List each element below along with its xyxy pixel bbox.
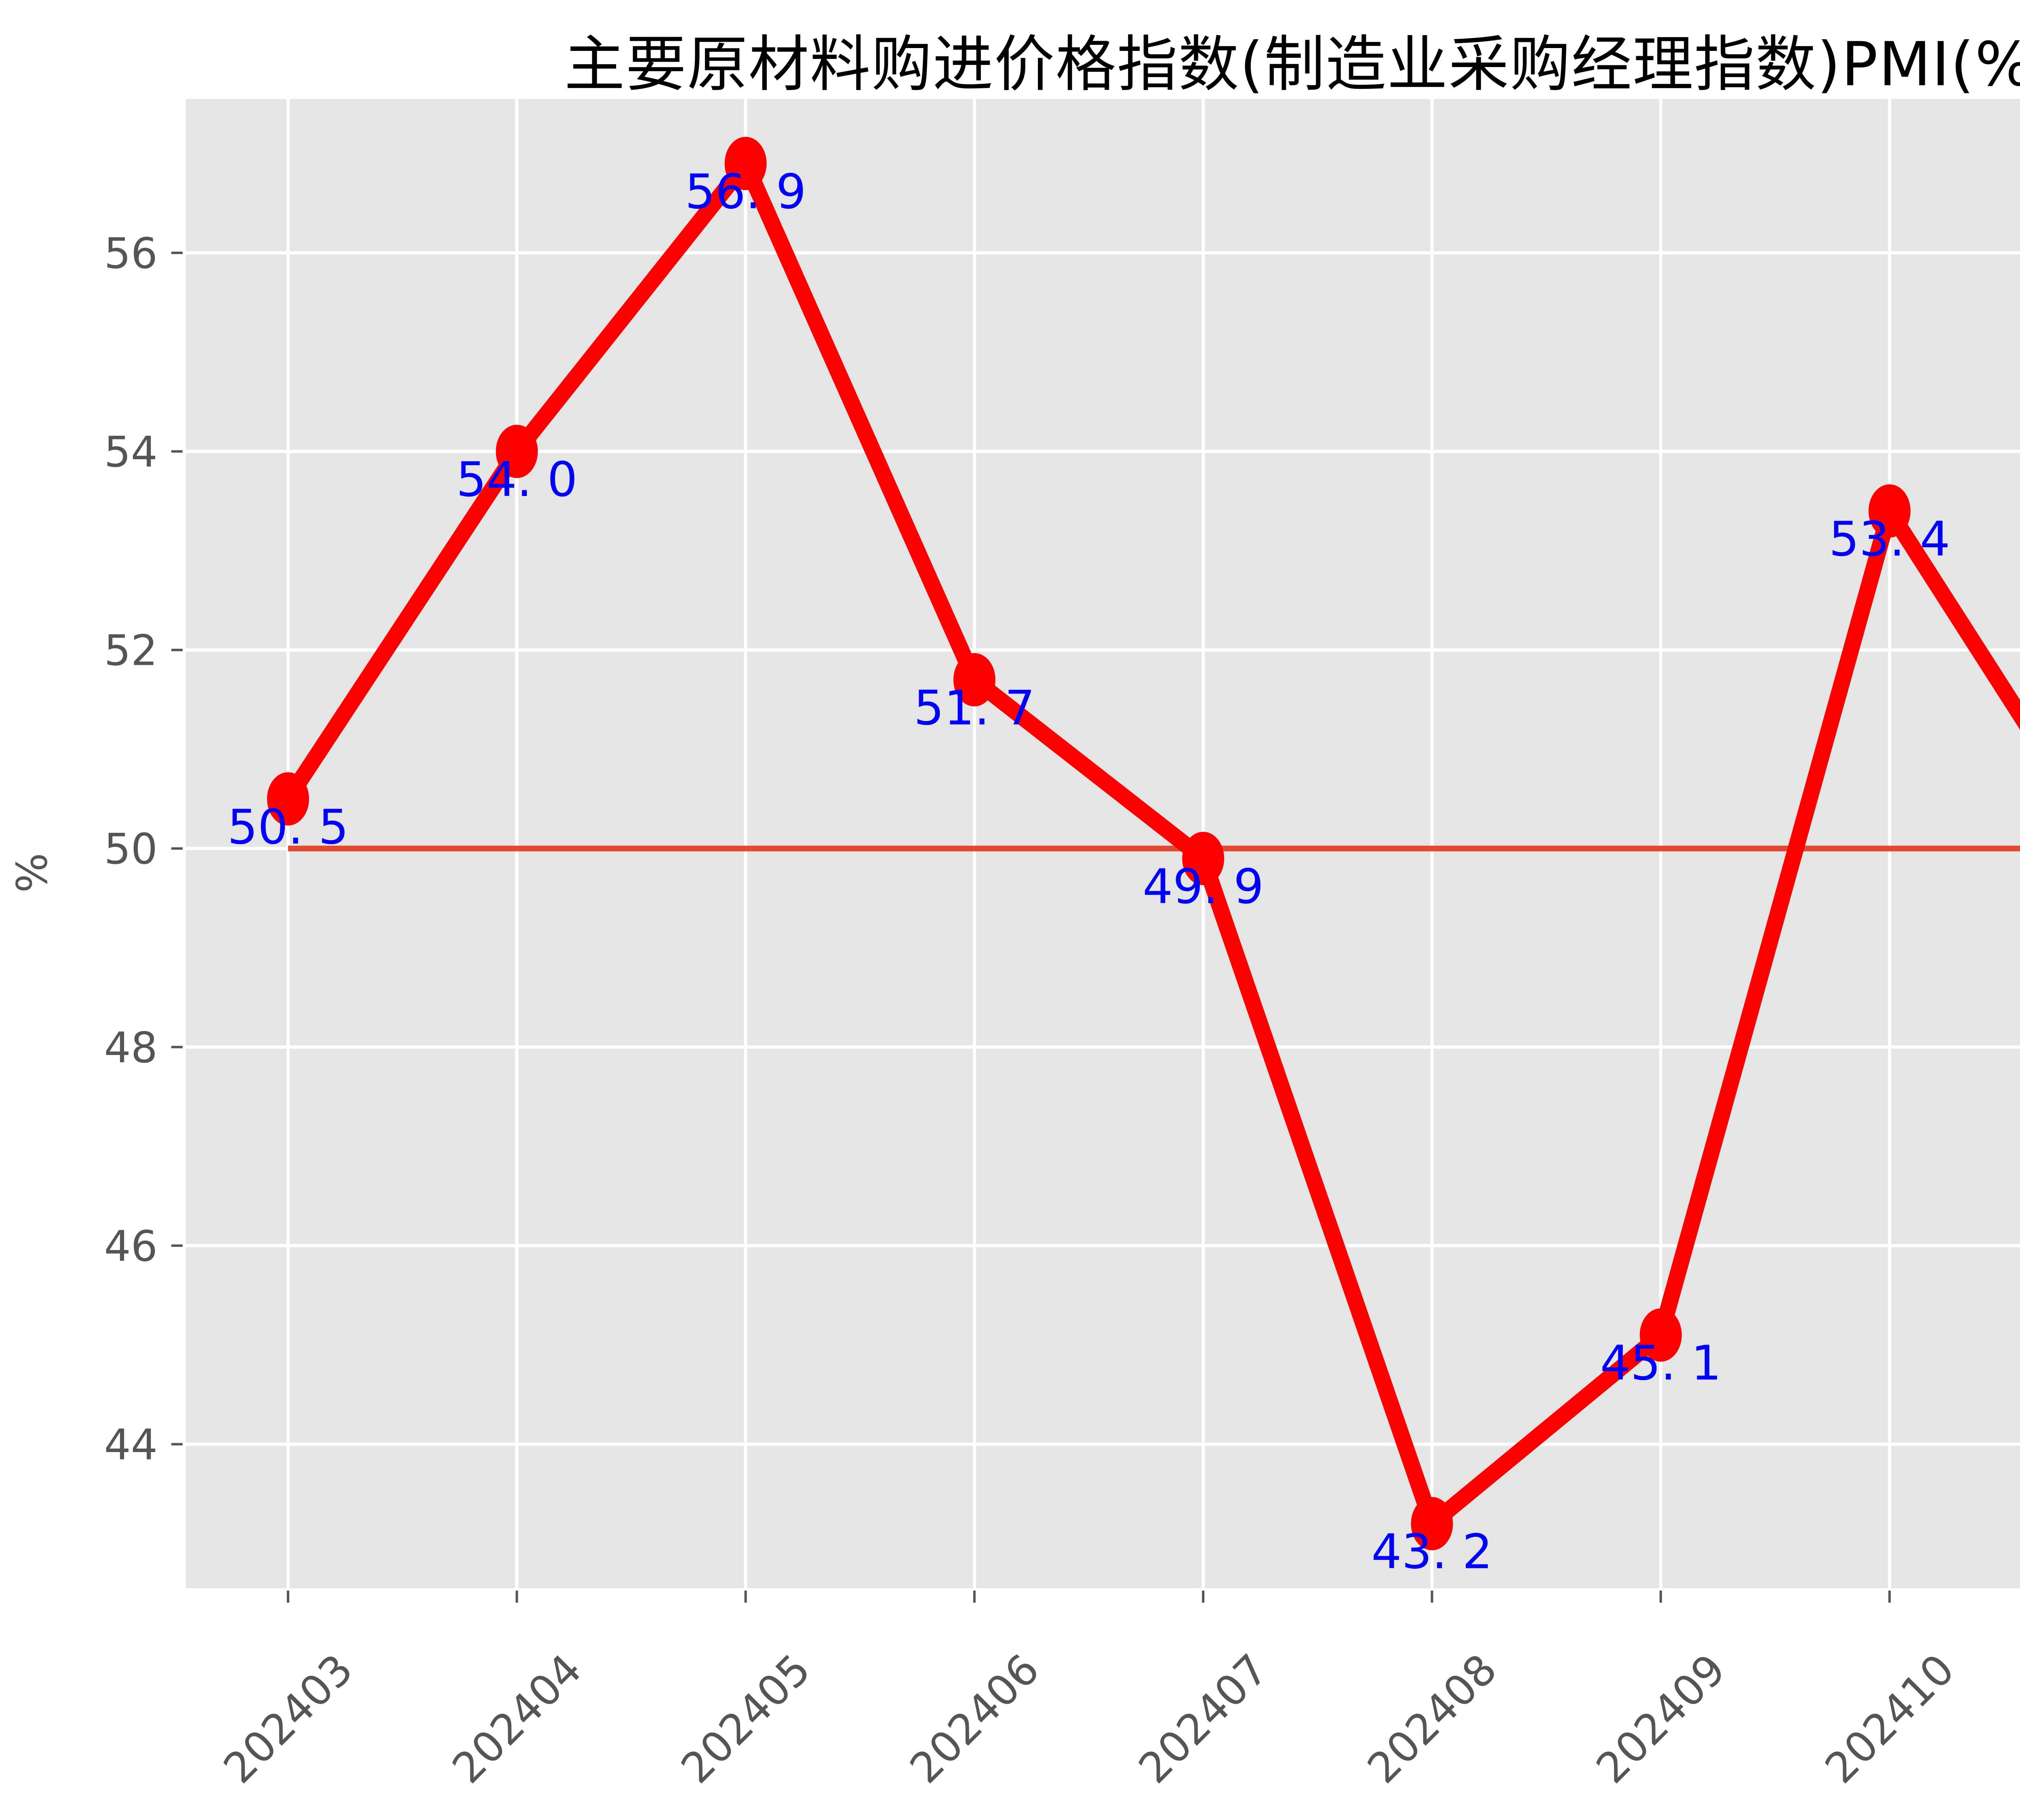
data-point xyxy=(1182,832,1225,885)
data-point xyxy=(1869,484,1911,538)
y-tick-label: 50 xyxy=(104,824,158,874)
data-label: 51. 7 xyxy=(914,680,1035,736)
data-label: 53. 4 xyxy=(1829,511,1950,567)
y-tick-label: 44 xyxy=(104,1420,158,1469)
y-tick-label: 46 xyxy=(104,1221,158,1271)
x-tick-label: 202407 xyxy=(1129,1645,1277,1793)
x-tick-label: 202409 xyxy=(1587,1645,1735,1793)
data-point xyxy=(496,425,538,478)
plot-area xyxy=(186,99,2020,1588)
data-point xyxy=(953,653,995,706)
data-label: 54. 0 xyxy=(456,452,577,507)
data-label: 49. 9 xyxy=(1143,859,1264,914)
data-label: 45. 1 xyxy=(1600,1335,1721,1391)
y-tick-label: 52 xyxy=(104,626,158,675)
data-label: 43. 2 xyxy=(1371,1524,1492,1580)
x-tick-label: 202406 xyxy=(901,1645,1049,1793)
y-tick-label: 48 xyxy=(104,1023,158,1072)
y-tick-label: 56 xyxy=(104,229,158,278)
x-tick-label: 202405 xyxy=(671,1645,820,1793)
data-label: 56. 9 xyxy=(685,164,806,219)
pmi-line xyxy=(280,155,2020,1532)
x-tick-label: 202404 xyxy=(443,1645,591,1793)
data-label: 50. 5 xyxy=(227,799,349,855)
data-point xyxy=(267,772,309,826)
data-point xyxy=(1639,1308,1682,1362)
y-tick-label: 54 xyxy=(104,427,158,477)
chart-title: 主要原材料购进价格指数(制造业采购经理指数)PMI(%) xyxy=(564,29,2020,100)
x-tick-label: 202408 xyxy=(1358,1645,1506,1793)
data-point xyxy=(1411,1497,1453,1551)
x-tick-label: 202403 xyxy=(214,1645,362,1793)
data-point xyxy=(724,137,767,190)
x-tick-label: 202410 xyxy=(1816,1645,1964,1793)
